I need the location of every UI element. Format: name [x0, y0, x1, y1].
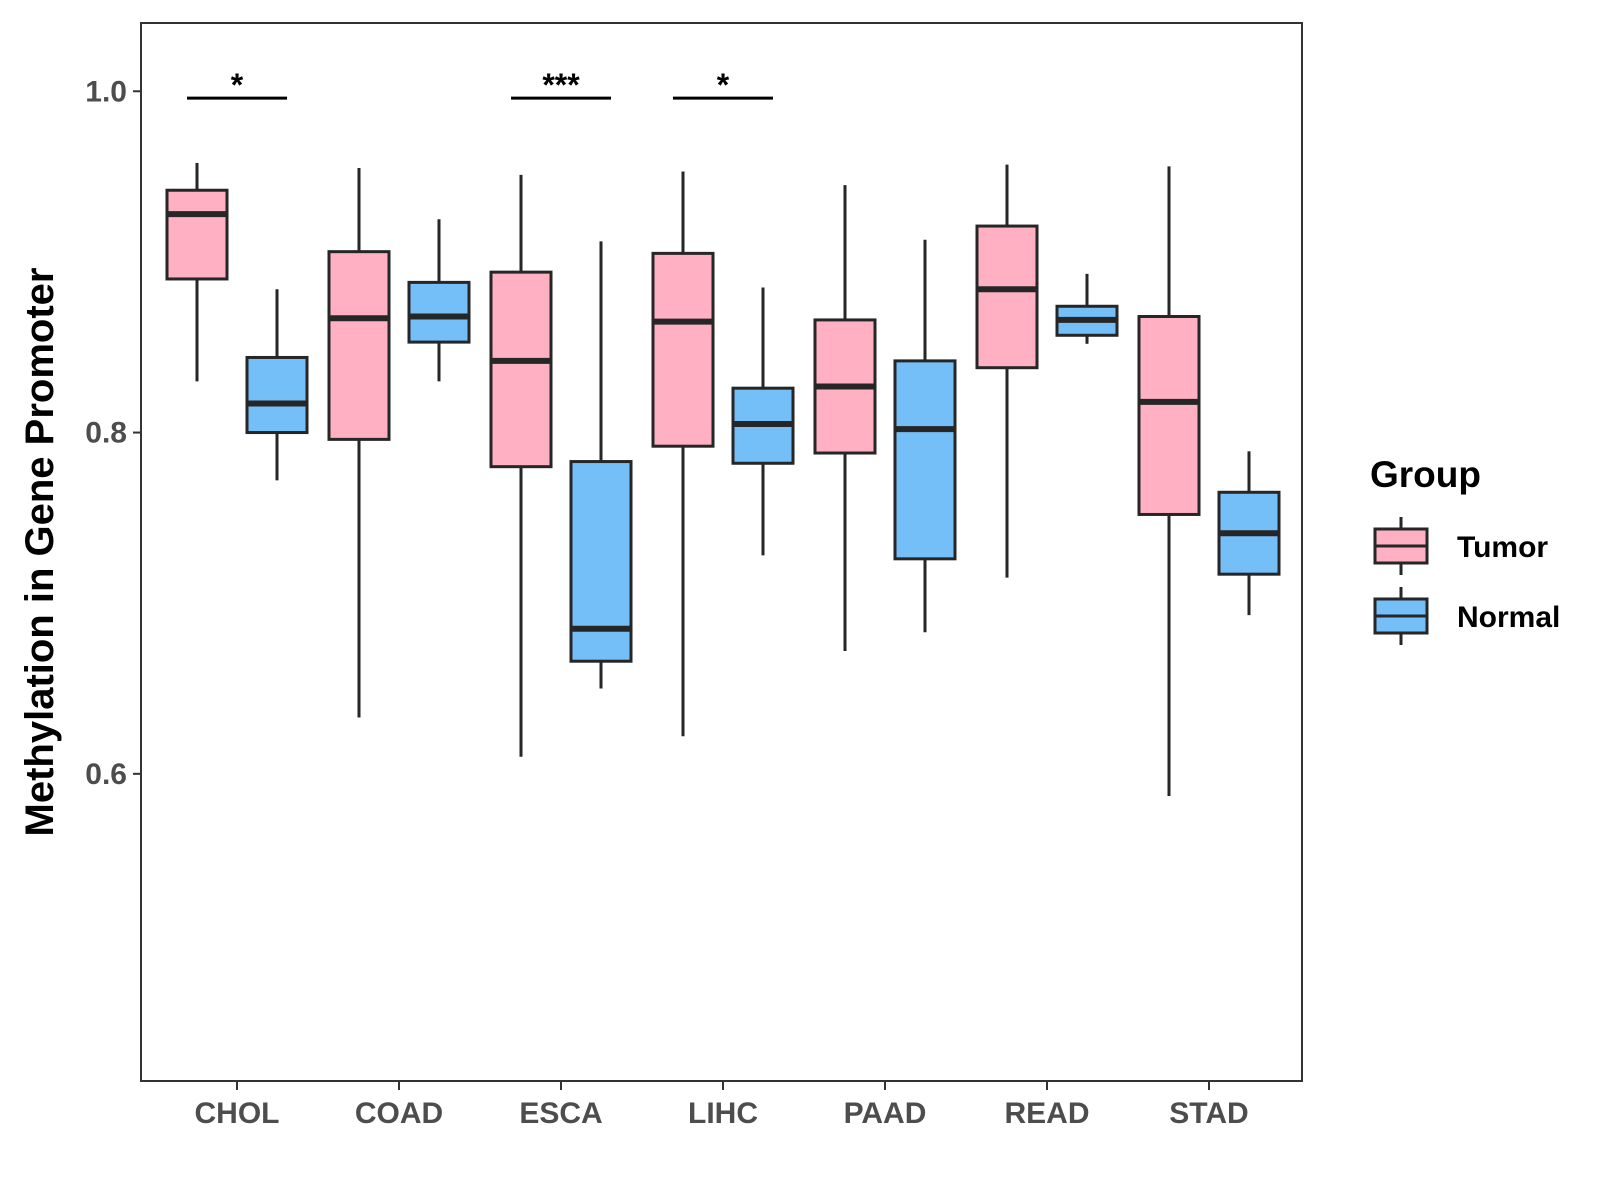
box-iqr: [165, 188, 229, 281]
box-stad-tumor: [1137, 166, 1201, 797]
significance-lihc: *: [673, 67, 773, 103]
box-iqr: [651, 251, 715, 448]
box-lihc-tumor: [651, 171, 715, 737]
box-esca-tumor: [489, 174, 553, 757]
y-tick-label-0.6: 0.6: [85, 758, 127, 791]
box-chol-tumor: [165, 162, 229, 382]
legend: Group Tumor Normal: [1370, 454, 1560, 645]
box-iqr: [407, 280, 471, 344]
boxes-layer: [165, 162, 1281, 797]
box-iqr: [489, 270, 553, 469]
y-axis: 0.6 0.8 1.0: [85, 75, 141, 791]
box-iqr: [1137, 315, 1201, 516]
significance-annotations: * *** *: [187, 67, 773, 103]
significance-esca: ***: [511, 67, 611, 103]
significance-label: *: [717, 67, 730, 103]
significance-label: *: [231, 67, 244, 103]
legend-label-normal: Normal: [1457, 601, 1560, 634]
box-paad-tumor: [813, 185, 877, 651]
box-read-tumor: [975, 164, 1039, 578]
significance-label: ***: [542, 67, 580, 103]
box-coad-normal: [407, 219, 471, 382]
box-iqr: [975, 224, 1039, 370]
y-axis-title: Methylation in Gene Promoter: [18, 268, 62, 837]
x-axis: CHOL COAD ESCA LIHC PAAD READ STAD: [195, 1081, 1249, 1130]
box-coad-tumor: [327, 168, 391, 718]
box-chol-normal: [245, 289, 309, 481]
box-iqr: [327, 250, 391, 441]
legend-title: Group: [1370, 454, 1481, 495]
significance-chol: *: [187, 67, 287, 103]
box-iqr: [893, 359, 957, 561]
legend-entry-normal: Normal: [1373, 587, 1560, 645]
x-tick-label-read: READ: [1004, 1097, 1089, 1130]
x-tick-label-coad: COAD: [355, 1097, 443, 1130]
box-esca-normal: [569, 241, 633, 689]
box-lihc-normal: [731, 287, 795, 556]
box-iqr: [245, 355, 309, 435]
box-stad-normal: [1217, 451, 1281, 616]
box-paad-normal: [893, 239, 957, 633]
x-tick-label-paad: PAAD: [844, 1097, 927, 1130]
box-read-normal: [1055, 273, 1119, 344]
y-tick-label-1.0: 1.0: [85, 75, 127, 108]
y-tick-label-0.8: 0.8: [85, 417, 127, 450]
legend-label-tumor: Tumor: [1457, 531, 1548, 564]
legend-entry-tumor: Tumor: [1373, 517, 1548, 575]
x-tick-label-chol: CHOL: [195, 1097, 280, 1130]
x-tick-label-esca: ESCA: [519, 1097, 602, 1130]
x-tick-label-lihc: LIHC: [688, 1097, 758, 1130]
x-tick-label-stad: STAD: [1169, 1097, 1248, 1130]
plot-panel: [140, 22, 1303, 1082]
